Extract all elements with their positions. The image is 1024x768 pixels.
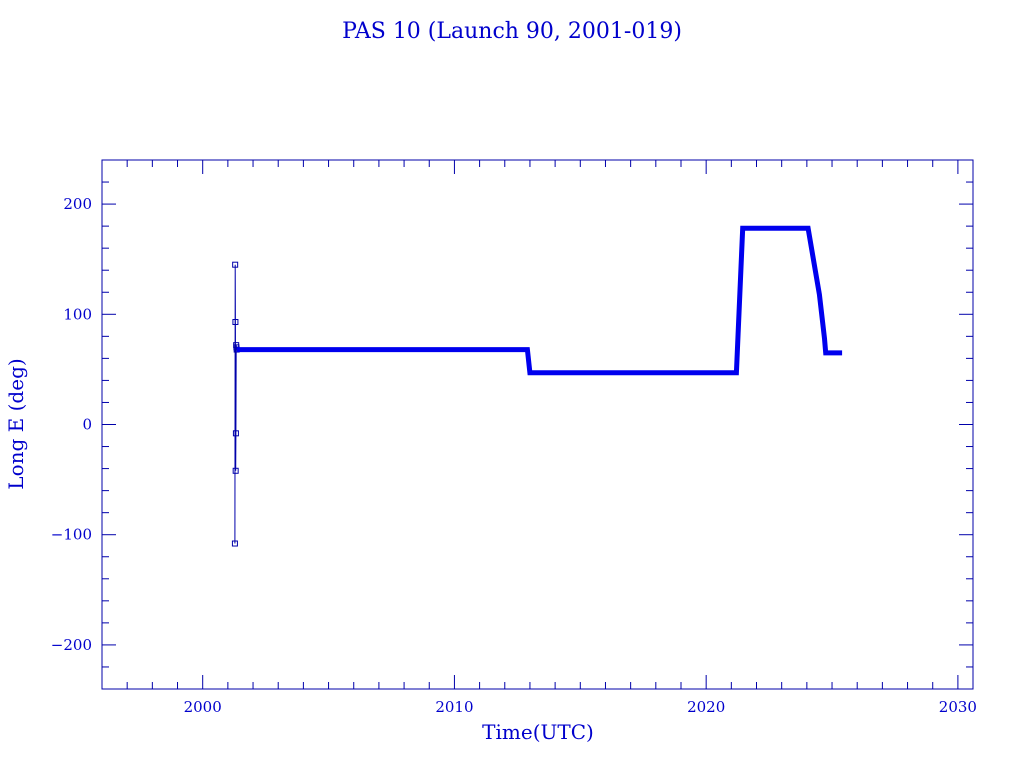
y-axis-label: Long E (deg) — [4, 358, 28, 489]
y-tick-label: 100 — [63, 305, 92, 323]
plot-frame — [101, 159, 974, 690]
data-point-marker — [232, 467, 239, 474]
y-tick-label: 200 — [63, 195, 92, 213]
data-point-marker — [232, 261, 239, 268]
data-point-marker — [231, 540, 238, 547]
data-point-marker — [232, 319, 239, 326]
y-tick-label: −200 — [51, 636, 92, 654]
chart-title: PAS 10 (Launch 90, 2001-019) — [342, 19, 682, 44]
data-point-marker — [232, 430, 239, 437]
x-tick-label: 2000 — [184, 698, 222, 716]
series-line-thin — [234, 264, 238, 544]
x-tick-label: 2020 — [687, 698, 725, 716]
plot-area: 2000 2010 2020 2030 −200 −100 0 100 200 — [51, 160, 977, 716]
x-axis-label: Time(UTC) — [482, 720, 594, 744]
x-tick-label: 2030 — [939, 698, 977, 716]
series-line-thick — [236, 225, 843, 376]
y-tick-label: 0 — [82, 416, 92, 434]
y-tick-label: −100 — [51, 526, 92, 544]
x-tick-label: 2010 — [435, 698, 473, 716]
